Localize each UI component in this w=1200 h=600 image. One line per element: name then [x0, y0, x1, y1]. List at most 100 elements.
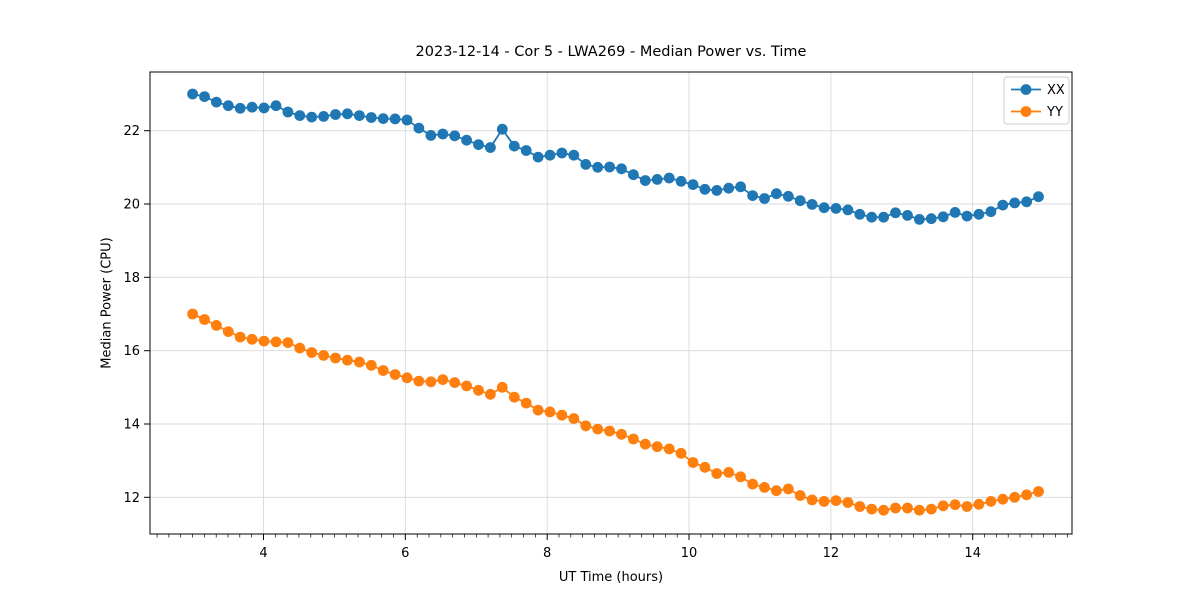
data-point — [1009, 491, 1021, 503]
data-point — [818, 496, 830, 507]
data-point — [556, 409, 568, 421]
y-axis: 12 14 16 18 20 22 — [123, 124, 150, 506]
data-point — [187, 308, 199, 320]
data-point — [973, 208, 985, 220]
data-point — [258, 335, 270, 347]
series-line — [192, 93, 1039, 221]
data-point — [461, 380, 472, 392]
grid — [150, 72, 1072, 534]
data-point — [890, 207, 901, 219]
data-point — [580, 159, 592, 170]
x-tick-label: 6 — [401, 546, 409, 561]
x-tick-label: 4 — [259, 546, 267, 561]
data-point — [902, 502, 913, 514]
data-point — [532, 404, 544, 416]
data-point — [544, 406, 556, 418]
data-point — [437, 128, 449, 140]
data-point — [985, 206, 997, 218]
data-point — [413, 122, 425, 134]
y-axis-label: Median Power (CPU) — [99, 237, 115, 369]
series-line — [192, 313, 1039, 512]
y-tick-label: 20 — [123, 198, 140, 213]
chart-title: 2023-12-14 - Cor 5 - LWA269 - Median Pow… — [415, 44, 807, 60]
data-point — [568, 149, 580, 161]
data-point — [675, 447, 687, 459]
data-point — [342, 354, 353, 366]
data-point — [449, 130, 461, 142]
data-point — [771, 188, 782, 200]
data-point — [211, 96, 222, 108]
data-point — [806, 494, 818, 506]
data-point — [902, 210, 913, 221]
data-point — [330, 352, 341, 364]
data-point — [723, 467, 735, 478]
data-point — [687, 179, 699, 191]
data-point — [1009, 197, 1021, 209]
data-point — [330, 109, 341, 120]
data-point — [449, 377, 461, 388]
data-point — [723, 182, 735, 194]
y-tick-label: 16 — [123, 344, 140, 359]
data-point — [556, 147, 568, 159]
data-point — [544, 149, 556, 161]
data-point — [592, 161, 604, 173]
x-tick-label: 10 — [681, 546, 698, 561]
data-point — [782, 483, 794, 495]
data-point — [199, 314, 210, 325]
data-point — [914, 504, 925, 516]
data-point — [925, 503, 937, 515]
data-point — [496, 381, 508, 393]
data-point — [389, 113, 401, 125]
data-point — [997, 493, 1009, 505]
data-point — [270, 100, 282, 112]
data-point — [699, 461, 711, 473]
data-point — [735, 471, 746, 483]
legend-marker — [1020, 106, 1032, 117]
data-point — [508, 391, 520, 403]
data-point — [890, 502, 901, 514]
data-point — [282, 337, 294, 348]
data-point — [508, 140, 520, 152]
data-point — [699, 183, 711, 195]
data-point — [711, 185, 723, 196]
data-point — [663, 172, 675, 184]
data-point — [234, 102, 246, 114]
data-point — [199, 91, 210, 102]
series-XX — [187, 88, 1044, 225]
data-point — [961, 501, 973, 512]
data-point — [937, 500, 949, 512]
data-point — [830, 495, 842, 506]
data-point — [437, 374, 449, 385]
data-point — [342, 108, 353, 120]
data-point — [401, 372, 413, 384]
data-point — [318, 350, 329, 361]
data-point — [592, 423, 604, 435]
data-point — [306, 347, 318, 358]
data-point — [318, 111, 329, 122]
data-point — [830, 203, 842, 214]
data-point — [866, 503, 878, 515]
data-point — [1033, 191, 1044, 203]
data-point — [806, 199, 818, 210]
data-point — [997, 199, 1009, 211]
data-point — [854, 501, 866, 512]
y-tick-label: 22 — [123, 124, 140, 139]
data-point — [389, 369, 401, 380]
data-point — [485, 142, 496, 153]
data-point — [651, 174, 663, 185]
plot-border — [149, 71, 1073, 535]
data-point — [425, 130, 437, 141]
y-tick-label: 18 — [123, 271, 140, 286]
data-point — [246, 101, 258, 113]
data-point — [425, 376, 437, 388]
data-point — [568, 413, 580, 424]
data-point — [520, 397, 532, 409]
data-point — [842, 204, 854, 216]
data-point — [294, 110, 306, 121]
data-point — [949, 499, 961, 511]
data-point — [782, 190, 794, 202]
data-point — [794, 195, 806, 207]
data-point — [842, 497, 854, 508]
data-point — [604, 161, 615, 173]
